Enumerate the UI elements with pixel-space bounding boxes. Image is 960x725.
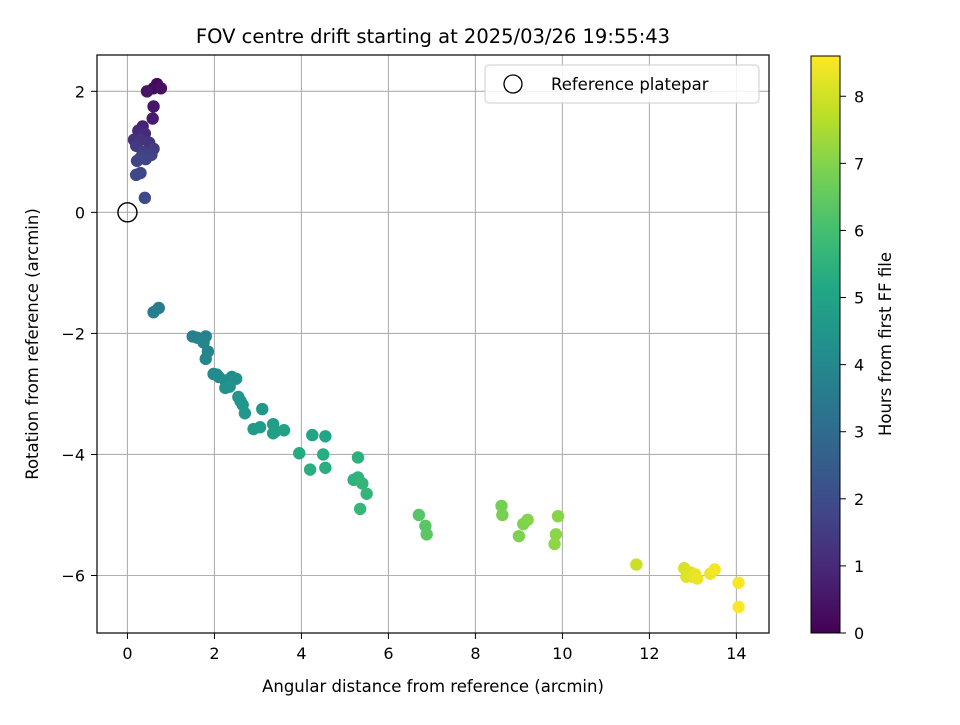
data-point [319, 461, 332, 474]
data-point [306, 428, 319, 442]
data-point [512, 529, 526, 543]
data-point [732, 576, 745, 589]
reference-platepar-marker [117, 202, 138, 223]
x-tick-label: 8 [470, 644, 480, 663]
data-point [140, 85, 154, 98]
y-tick-label: −6 [61, 567, 85, 586]
data-point [303, 463, 317, 476]
y-axis-label: Rotation from reference (arcmin) [23, 208, 42, 480]
y-tick-label: −2 [61, 324, 85, 343]
reference-layer [117, 202, 138, 223]
data-point [138, 191, 152, 205]
x-tick-label: 0 [122, 644, 132, 663]
y-tick-label: −4 [61, 445, 85, 464]
data-point [549, 528, 563, 541]
colorbar-ticks: 0 1 2 3 4 5 6 7 8 [840, 87, 864, 643]
data-point [147, 306, 160, 319]
plot-frame [96, 54, 770, 634]
data-point [521, 513, 534, 527]
data-point [266, 427, 280, 440]
data-point [319, 430, 332, 443]
data-point [238, 407, 252, 420]
legend: Reference platepar [484, 64, 760, 104]
data-point [495, 499, 508, 513]
data-point [351, 451, 365, 464]
data-point [199, 352, 212, 366]
data-point [412, 508, 426, 522]
data-point [420, 528, 433, 541]
data-point [154, 82, 168, 95]
colorbar-tick-label: 4 [854, 356, 864, 375]
colorbar-tick-label: 7 [854, 154, 864, 173]
data-point [316, 448, 330, 461]
colorbar-tick-label: 5 [854, 289, 864, 308]
colorbar [810, 55, 841, 634]
data-point [551, 509, 565, 523]
x-tick-label: 4 [296, 644, 306, 663]
data-point [732, 600, 745, 614]
data-point [353, 502, 367, 516]
data-point [548, 537, 561, 551]
y-tick-label: 0 [75, 203, 85, 222]
data-point [356, 477, 369, 490]
colorbar-tick-label: 6 [854, 221, 864, 240]
colorbar-label: Hours from first FF file [876, 252, 895, 436]
data-point [223, 380, 236, 393]
colorbar-tick-label: 8 [854, 87, 864, 106]
legend-box [484, 64, 760, 104]
data-point [253, 421, 267, 434]
data-point [691, 572, 704, 585]
x-tick-label: 6 [383, 644, 393, 663]
colorbar-tick-label: 1 [854, 557, 864, 576]
data-point [146, 112, 159, 125]
x-ticks: 0 2 4 6 8 10 12 14 [122, 633, 747, 663]
data-point [293, 447, 306, 460]
x-tick-label: 12 [639, 644, 659, 663]
chart-title: FOV centre drift starting at 2025/03/26 … [196, 25, 670, 48]
legend-label-reference: Reference platepar [551, 75, 709, 94]
legend-reference-marker [503, 74, 523, 94]
x-tick-label: 14 [726, 644, 746, 663]
y-ticks: −6 −4 −2 0 2 [61, 82, 97, 586]
x-tick-label: 10 [552, 644, 572, 663]
colorbar-tick-label: 2 [854, 490, 864, 509]
data-point [130, 154, 144, 168]
data-point [360, 487, 373, 500]
data-point [708, 563, 721, 576]
data-point [129, 168, 143, 182]
y-tick-label: 2 [75, 82, 85, 101]
data-point [630, 558, 643, 571]
colorbar-tick-label: 0 [854, 624, 864, 643]
x-tick-label: 2 [209, 644, 219, 663]
x-axis-label: Angular distance from reference (arcmin) [262, 677, 604, 696]
data-point [147, 100, 160, 113]
data-point [496, 508, 509, 522]
data-point [256, 402, 269, 416]
points-layer [127, 77, 745, 614]
colorbar-tick-label: 3 [854, 423, 864, 442]
data-point [277, 424, 291, 437]
